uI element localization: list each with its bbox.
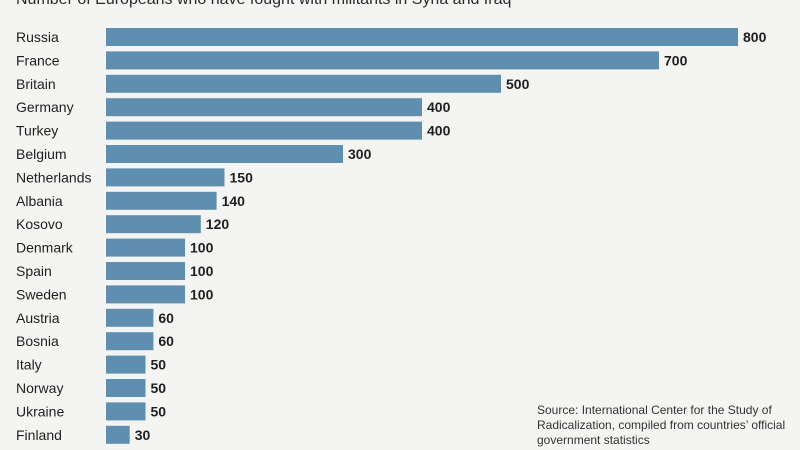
category-label: Belgium — [16, 146, 67, 162]
bar — [106, 262, 185, 280]
bar — [106, 191, 217, 210]
category-label: Sweden — [16, 286, 67, 302]
category-label: France — [16, 52, 60, 68]
bar — [106, 285, 185, 304]
value-label: 500 — [506, 76, 530, 92]
value-label: 50 — [151, 357, 167, 373]
category-label: Germany — [16, 99, 74, 115]
value-label: 50 — [151, 403, 167, 419]
bar — [106, 168, 225, 187]
bar — [106, 28, 738, 46]
category-label: Kosovo — [16, 216, 63, 232]
bar — [106, 51, 659, 70]
category-label: Austria — [16, 310, 60, 326]
value-label: 140 — [222, 193, 246, 209]
bar — [106, 379, 146, 397]
value-label: 60 — [158, 310, 174, 326]
category-label: Ukraine — [16, 403, 64, 419]
value-label: 100 — [190, 263, 214, 279]
bar — [106, 308, 154, 327]
category-label: Denmark — [16, 240, 74, 256]
bar — [106, 425, 130, 444]
value-label: 30 — [135, 427, 151, 443]
value-label: 400 — [427, 99, 451, 115]
value-label: 60 — [158, 333, 174, 349]
value-label: 150 — [230, 169, 254, 185]
chart-title: Number of Europeans who have fought with… — [16, 0, 511, 9]
bar — [106, 238, 185, 257]
category-label: Bosnia — [16, 333, 59, 349]
bar — [106, 402, 146, 421]
value-label: 400 — [427, 123, 451, 139]
category-label: Albania — [16, 193, 63, 209]
category-label: Britain — [16, 76, 56, 92]
bar — [106, 355, 146, 374]
value-label: 300 — [348, 146, 372, 162]
bar — [106, 145, 343, 163]
category-label: Turkey — [16, 123, 58, 139]
bar — [106, 74, 501, 93]
value-label: 50 — [151, 380, 167, 396]
bar — [106, 98, 422, 117]
bar — [106, 121, 422, 140]
category-label: Italy — [16, 357, 42, 373]
value-label: 100 — [190, 240, 214, 256]
category-label: Netherlands — [16, 169, 92, 185]
value-label: 100 — [190, 286, 214, 302]
value-label: 800 — [743, 29, 767, 45]
value-label: 700 — [664, 52, 688, 68]
category-label: Spain — [16, 263, 52, 279]
bar — [106, 215, 201, 234]
value-label: 120 — [206, 216, 230, 232]
bar — [106, 332, 154, 351]
category-label: Finland — [16, 427, 62, 443]
category-label: Norway — [16, 380, 63, 396]
category-label: Russia — [16, 29, 59, 45]
source-note: Source: International Center for the Stu… — [537, 403, 786, 447]
